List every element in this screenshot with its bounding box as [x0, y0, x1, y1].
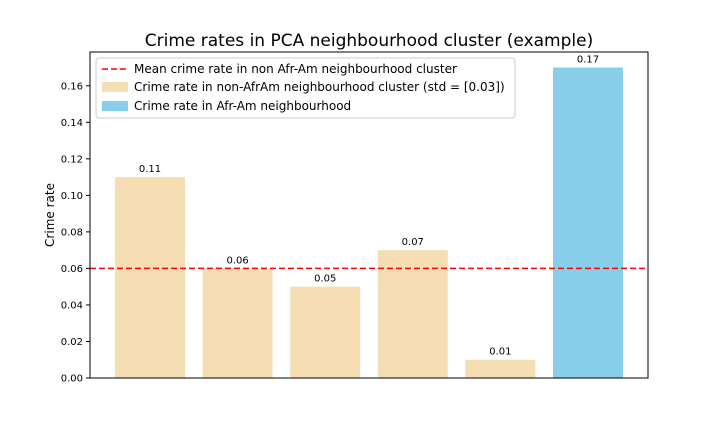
- plot-frame: [89, 51, 649, 379]
- y-tick-label: 0.08: [61, 227, 83, 238]
- legend-label-non-afram: Crime rate in non-AfrAm neighbourhood cl…: [134, 80, 505, 94]
- legend-box: [95, 57, 516, 119]
- bar-non-afram: [290, 286, 361, 378]
- data-labels: 0.11 0.06 0.05 0.07 0.01 0.17: [139, 55, 599, 358]
- bar-value-label: 0.07: [402, 237, 424, 248]
- y-tick-label: 0.12: [61, 154, 83, 165]
- bar-value-label: 0.05: [314, 274, 336, 285]
- legend-swatch-afram: [102, 101, 128, 111]
- bar-non-afram: [465, 359, 536, 378]
- y-tick-label: 0.04: [61, 300, 83, 311]
- y-tick-label: 0.10: [61, 191, 83, 202]
- bar-value-label: 0.11: [139, 164, 161, 175]
- bar-afram: [553, 67, 623, 379]
- legend-label-afram: Crime rate in Afr-Am neighbourhood: [134, 99, 351, 113]
- bar-non-afram: [202, 268, 273, 378]
- legend-swatch-non-afram: [102, 82, 128, 92]
- legend-label-mean-line: Mean crime rate in non Afr-Am neighbourh…: [134, 62, 457, 76]
- bar-value-label: 0.17: [577, 55, 599, 66]
- bars: [115, 67, 623, 379]
- bar-value-label: 0.06: [226, 255, 248, 266]
- bar-value-label: 0.01: [489, 347, 511, 358]
- legend: Mean crime rate in non Afr-Am neighbourh…: [95, 57, 516, 119]
- y-tick-label: 0.02: [61, 337, 83, 348]
- y-axis-label: Crime rate: [43, 183, 57, 247]
- y-tick-label: 0.16: [61, 81, 83, 92]
- y-tick-label: 0.00: [61, 374, 83, 385]
- bar-non-afram: [377, 250, 448, 378]
- y-axis-ticks: 0.00 0.02 0.04 0.06 0.08 0.10 0.12 0.14 0.16: [61, 81, 90, 385]
- chart-title: Crime rates in PCA neighbourhood cluster…: [145, 31, 593, 51]
- y-tick-label: 0.06: [61, 264, 83, 275]
- bar-non-afram: [115, 177, 185, 378]
- y-tick-label: 0.14: [61, 118, 83, 129]
